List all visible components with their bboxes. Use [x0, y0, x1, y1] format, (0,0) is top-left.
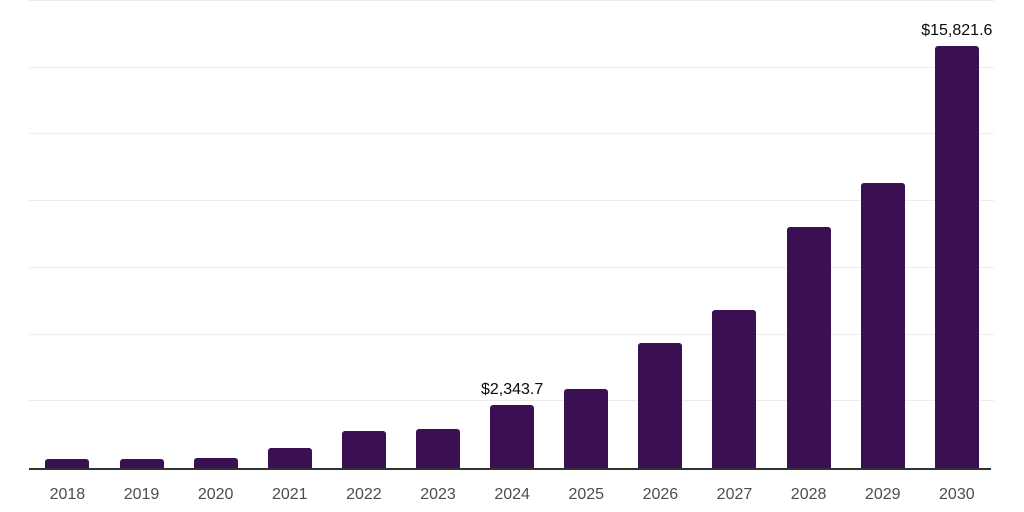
bar-2020: [193, 457, 238, 468]
gridline-17500: [29, 0, 994, 1]
bar-2023: [416, 428, 460, 468]
bar-2019: [119, 459, 164, 468]
bar-2026: [638, 342, 683, 468]
x-tick-label-2022: 2022: [346, 486, 382, 503]
gridline-15000: [29, 66, 994, 68]
gridline-12500: [29, 133, 994, 135]
gridline-2500: [29, 400, 994, 402]
x-tick-label-2024: 2024: [494, 486, 530, 503]
bar-2021: [267, 447, 312, 468]
x-axis-line: [29, 468, 991, 470]
x-tick-label-2021: 2021: [271, 486, 308, 503]
gridline-7500: [29, 266, 994, 268]
value-label-2024: $2,343.7: [480, 381, 544, 399]
x-tick-label-2028: 2028: [790, 486, 827, 503]
bar-2029: [860, 183, 905, 468]
bar-2030: [934, 45, 979, 468]
bar-2025: [564, 388, 609, 468]
bar-2024: [490, 405, 535, 468]
plot-area: $2,343.7 $15,821.6: [29, 0, 994, 468]
bar-2028: [786, 226, 831, 468]
x-tick-label-2018: 2018: [49, 486, 86, 503]
x-tick-label-2019: 2019: [123, 486, 160, 503]
value-label-2030: $15,821.6: [921, 21, 993, 39]
bar-2022: [341, 430, 386, 468]
x-tick-label-2029: 2029: [864, 486, 901, 503]
gridline-10000: [29, 200, 994, 202]
x-tick-label-2023: 2023: [420, 486, 456, 503]
x-tick-label-2030: 2030: [939, 486, 975, 503]
x-tick-label-2025: 2025: [568, 486, 605, 503]
x-tick-label-2027: 2027: [716, 486, 753, 503]
x-tick-label-2026: 2026: [642, 486, 679, 503]
gridline-5000: [29, 333, 994, 335]
bar-2018: [45, 458, 90, 468]
x-tick-label-2020: 2020: [197, 486, 234, 503]
bar-2027: [712, 309, 757, 468]
